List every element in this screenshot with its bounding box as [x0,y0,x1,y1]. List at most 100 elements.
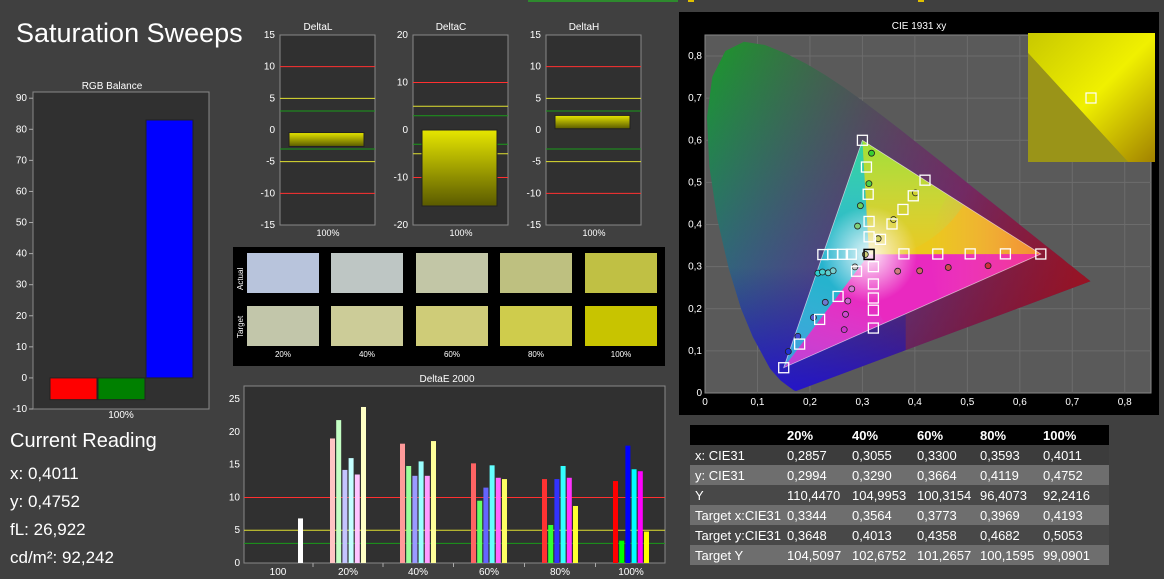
delta-e-bar [542,479,547,563]
delta-e-bar [554,479,560,563]
cie-target-square [919,174,931,186]
swatch-column-label: 100% [610,350,632,359]
table-row-label: Target x:CIE31 [695,507,781,523]
x-tick-label: 60% [479,567,499,578]
target-row-label: Target [236,315,245,338]
cie-x-tick-label: 0,1 [751,397,765,408]
rgb-balance-tick-label: 90 [16,93,28,104]
cie-y-tick-label: 0,8 [688,51,702,62]
rgb-balance-bar [97,377,146,401]
reading-x: x: 0,4011 [10,464,79,483]
actual-swatch [500,253,572,293]
table-cell: 100,3154 [917,487,972,503]
x-tick-label: 100 [270,567,287,578]
cie-zoom-target [1085,92,1097,104]
rgb-balance-tick-label: 60 [16,186,28,197]
cie-target-square [862,188,874,200]
table-header: 40% [852,427,879,443]
cie-measured-point [865,180,873,188]
delta-e-bar [418,461,424,563]
cie-measured-point [829,267,837,275]
table-cell: 100,1595 [980,547,1035,563]
y-tick-label: -15 [527,220,542,231]
cie-y-tick-label: 0,3 [688,262,702,273]
table-cell: 0,5053 [1043,527,1083,543]
cie-title: CIE 1931 xy [892,21,946,32]
table-cell: 0,3290 [852,467,892,483]
cie-y-tick-label: 0,4 [688,220,702,231]
delta-e-chart: DeltaE 2000 25 20 15 10 5 0 100 20% 40% 60% 80% 100… [229,374,666,578]
cie-y-tick-label: 0,5 [688,177,702,188]
color-swatch-panel: Actual Target 20% 40% 60% 80% 100% [233,247,665,366]
rgb-balance-tick-label: 20 [16,311,28,322]
table-row-label: Target Y [695,547,744,563]
rgb-balance-bar [145,119,194,379]
y-tick-label: 5 [535,93,541,104]
table-header-row: 20% 40% 60% 80% 100% [690,425,1109,445]
y-tick-label: 15 [264,30,276,41]
cie-zoom-shade [1028,53,1128,162]
cie-measured-point [944,264,952,271]
table-cell: 0,3773 [917,507,957,523]
table-cell: 0,3300 [917,447,957,463]
cie-target-square [860,161,873,173]
delta-e-bar [619,540,625,563]
table-cell: 104,5097 [787,547,842,563]
cie-target-square [897,203,909,216]
actual-swatch [585,253,657,293]
delta-e-bar [361,406,366,563]
delta-e-bar [502,479,507,563]
delta-e-bar [483,487,489,563]
cie-target-square [907,190,919,202]
target-swatch [500,306,572,346]
cie-x-tick-label: 0,3 [855,397,869,408]
rgb-balance-tick-label: 30 [16,280,28,291]
delta-e-bar [489,465,495,563]
y-tick-label: 15 [530,30,542,41]
delta-l-xlabel: 100% [316,228,339,238]
y-tick-label: 5 [269,93,275,104]
cie-target-square [832,290,844,303]
delta-e-bar [644,531,649,563]
cie-measured-point [854,222,861,230]
table-cell: 0,3969 [980,507,1020,523]
delta-e-bar [631,469,637,563]
delta-e-bar [424,475,430,563]
delta-bar [554,114,631,130]
cie-target-square [867,260,880,273]
cie-target-square [794,338,806,350]
delta-e-bar [566,477,572,563]
y-tick-label: -20 [394,220,409,231]
target-swatch [247,306,319,346]
y-tick-label: -10 [394,173,409,184]
table-row-label: Y [695,487,704,503]
table-cell: 0,3648 [787,527,827,543]
table-cell: 0,3055 [852,447,892,463]
table-row: Target y:CIE31 0,3648 0,4013 0,4358 0,4682 0,… [690,525,1109,545]
table-header: 100% [1043,427,1077,443]
table-cell: 0,4119 [980,467,1019,483]
table-cell: 0,4752 [1043,467,1083,483]
actual-swatch [416,253,488,293]
y-tick-label: 25 [229,394,241,405]
delta-e-bar [637,471,643,563]
cie-chart: CIE 1931 xy 0 0,1 0,2 0,3 0,4 0,5 0,6 0,7 0,8 0,8… [688,21,1155,408]
y-tick-label: -5 [266,157,275,168]
cie-measured-point [794,332,802,340]
cie-x-tick-label: 0,8 [1118,397,1132,408]
y-tick-label: 5 [234,525,240,536]
cie-gamut-outline [783,139,1042,369]
delta-c-chart: DeltaC 20 10 0 -10 -20 100% [394,22,509,238]
cie-target-square [863,215,875,228]
delta-e-bar [573,505,578,563]
cie-measured-point [848,285,856,293]
reading-y: y: 0,4752 [10,492,80,511]
delta-e-bar [336,420,342,563]
table-cell: 0,4682 [980,527,1020,543]
table-cell: 101,2657 [917,547,972,563]
delta-e-bar [412,475,418,563]
reading-cd: cd/m²: 92,242 [10,548,114,567]
cie-target-square [778,362,790,374]
table-cell: 0,3664 [917,467,957,483]
delta-l-chart: DeltaL 15 10 5 0 -5 -10 -15 100% [261,22,376,238]
